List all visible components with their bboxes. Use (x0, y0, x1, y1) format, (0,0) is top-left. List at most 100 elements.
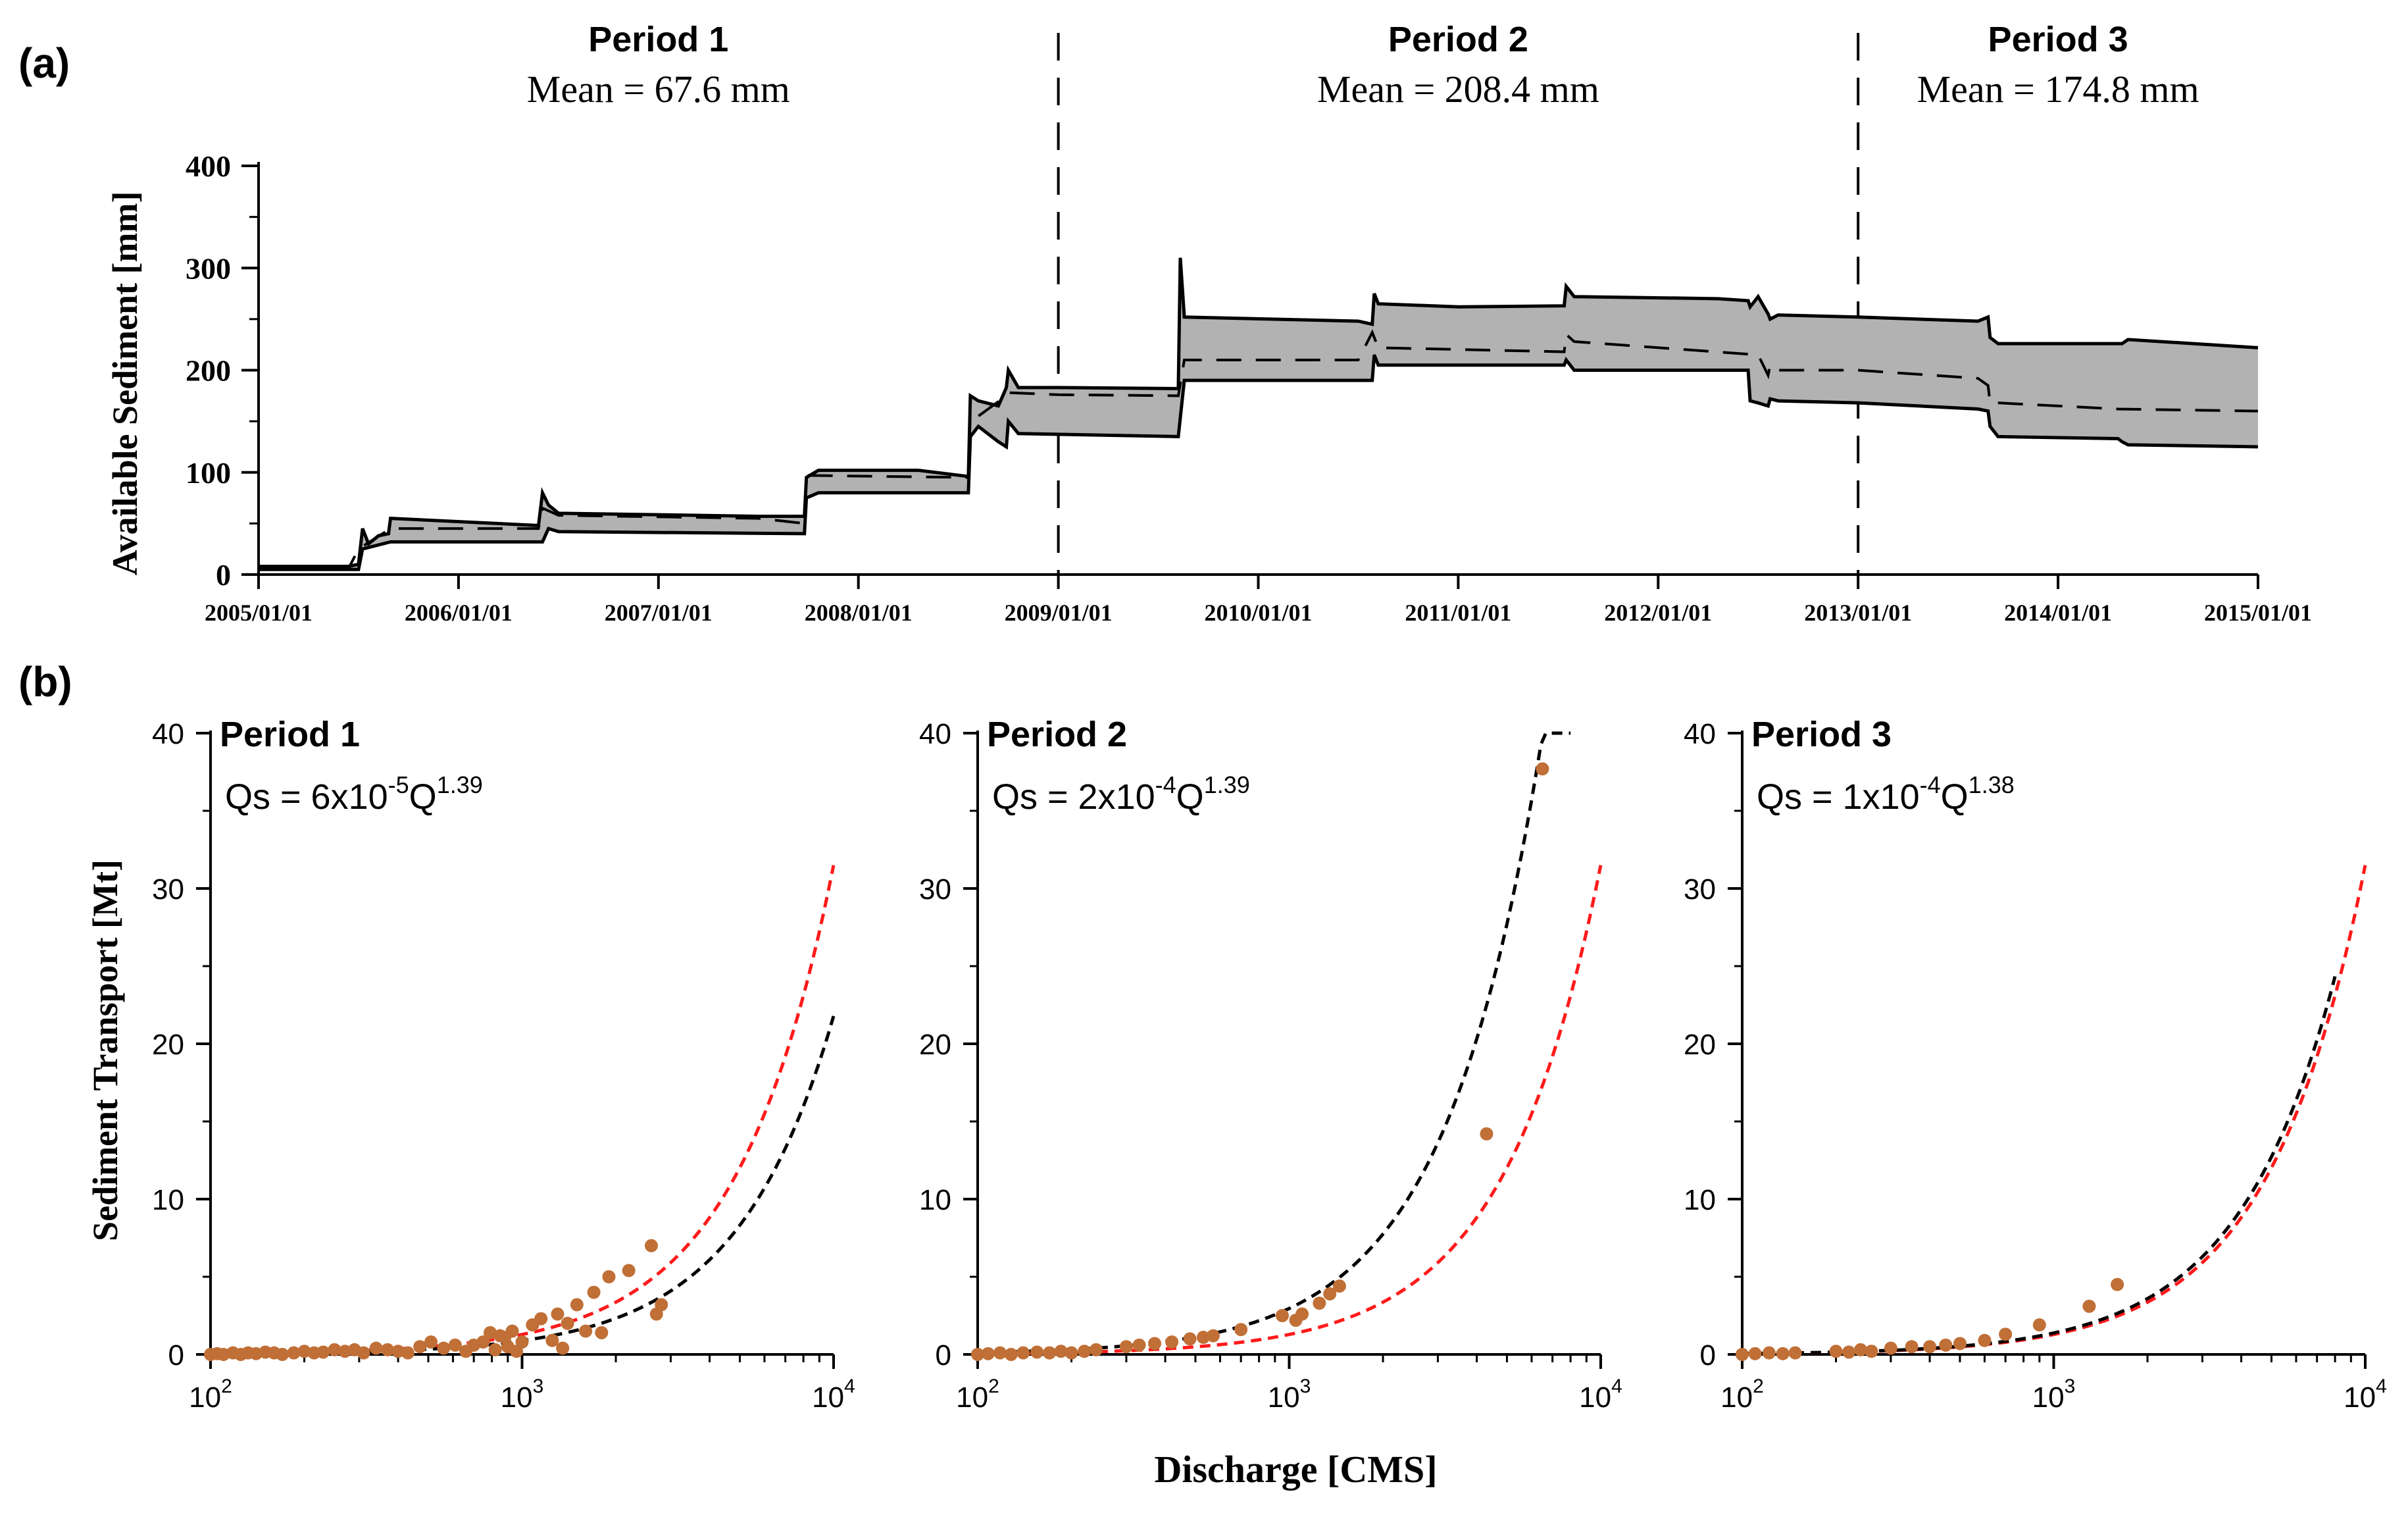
fit-red-curve-b1 (977, 865, 1603, 1356)
data-point (1480, 1127, 1493, 1141)
data-point (1788, 1346, 1802, 1360)
equation-coef_base: 2x10 (1078, 777, 1155, 817)
y-tick-label-b1: 30 (919, 873, 951, 906)
equation-coef_exp: -4 (1920, 771, 1941, 798)
data-point (381, 1343, 395, 1356)
x-tick-label-a: 2008/01/01 (805, 600, 913, 626)
data-point (1884, 1341, 1897, 1355)
y-tick-label-b1: 40 (919, 718, 951, 750)
data-point (570, 1298, 584, 1312)
x-tick-label-b2: 102 (1720, 1375, 1764, 1414)
panel-label-a: (a) (18, 39, 70, 87)
fit-red-curve-b2 (1742, 865, 2367, 1356)
data-point (328, 1343, 341, 1356)
data-point (1295, 1307, 1309, 1321)
data-point (579, 1324, 593, 1338)
data-point (369, 1341, 383, 1355)
period-title-3: Period 3 (1988, 20, 2128, 59)
data-point (448, 1338, 462, 1352)
data-point (534, 1312, 548, 1325)
y-tick-label-b0: 10 (152, 1184, 184, 1216)
data-point (338, 1345, 352, 1358)
data-point (413, 1340, 427, 1354)
data-point (1865, 1345, 1878, 1358)
data-point (1196, 1331, 1210, 1345)
data-point (1148, 1337, 1162, 1350)
data-point (1004, 1348, 1018, 1361)
data-point (1323, 1287, 1337, 1300)
x-tick-label-a: 2015/01/01 (2204, 600, 2312, 626)
x-tick-base: 10 (189, 1381, 221, 1414)
data-point (1939, 1338, 1953, 1352)
subplot-title-b0: Period 1 (220, 715, 360, 754)
data-point (476, 1335, 490, 1349)
y-tick-label-a: 400 (186, 149, 231, 183)
fit-red-curve-b0 (210, 865, 836, 1356)
y-tick-label-b2: 20 (1684, 1029, 1716, 1061)
data-point (297, 1345, 311, 1358)
data-point (437, 1341, 451, 1355)
data-point (287, 1346, 301, 1360)
x-tick-exponent: 4 (2376, 1375, 2387, 1397)
data-point (401, 1346, 414, 1360)
x-tick-label-a: 2012/01/01 (1604, 600, 1712, 626)
fit-black-curve-b2 (1742, 976, 2337, 1356)
period-title-2: Period 2 (1388, 20, 1528, 59)
x-tick-exponent: 2 (221, 1375, 232, 1397)
x-tick-exponent: 3 (533, 1375, 544, 1397)
data-point (488, 1343, 502, 1356)
y-axis-label-a: Available Sediment [mm] (105, 192, 145, 576)
data-point (1536, 762, 1549, 776)
y-tick-label-b1: 0 (936, 1339, 951, 1372)
data-point (1132, 1338, 1146, 1352)
data-point (1054, 1345, 1068, 1358)
x-tick-base: 10 (2344, 1381, 2376, 1414)
x-tick-label-b0: 103 (501, 1375, 544, 1414)
y-tick-label-b0: 30 (152, 873, 184, 906)
data-point (1313, 1297, 1326, 1310)
y-tick-label-b1: 10 (919, 1184, 951, 1216)
data-point (971, 1348, 984, 1361)
data-point (1923, 1340, 1937, 1354)
data-point (595, 1325, 609, 1339)
data-point (993, 1346, 1007, 1360)
x-tick-base: 10 (1579, 1381, 1611, 1414)
x-tick-base: 10 (501, 1381, 533, 1414)
data-point (1829, 1345, 1843, 1358)
y-tick-label-b0: 20 (152, 1029, 184, 1061)
x-tick-base: 10 (2032, 1381, 2065, 1414)
y-tick-label-a: 100 (186, 456, 231, 490)
x-tick-label-a: 2014/01/01 (2004, 600, 2112, 626)
series-upper-line (259, 257, 2259, 569)
x-tick-label-a: 2011/01/01 (1405, 600, 1511, 626)
series-lower-line (259, 354, 2259, 571)
y-tick-label-a: 0 (216, 558, 231, 592)
period-mean-1: Mean = 67.6 mm (527, 68, 790, 111)
equation-prefix: Qs = (1757, 777, 1843, 817)
subplot-title-b2: Period 3 (1751, 715, 1892, 754)
subplot-title-b1: Period 2 (987, 715, 1127, 754)
data-point (357, 1346, 370, 1360)
data-point (1030, 1345, 1044, 1359)
x-tick-base: 10 (1720, 1381, 1753, 1414)
data-point (1090, 1343, 1103, 1356)
x-tick-exponent: 2 (988, 1375, 999, 1397)
y-tick-label-b1: 20 (919, 1029, 951, 1061)
equation-power: 1.38 (1969, 771, 2015, 798)
x-tick-exponent: 2 (1753, 1375, 1764, 1397)
equation-coef_base: 1x10 (1843, 777, 1920, 817)
data-point (1978, 1333, 1992, 1347)
y-tick-label-b2: 30 (1684, 873, 1716, 906)
data-point (391, 1345, 405, 1358)
x-tick-exponent: 3 (1300, 1375, 1311, 1397)
equation-coef_exp: -5 (388, 771, 409, 798)
data-point (644, 1239, 658, 1252)
x-tick-label-a: 2005/01/01 (205, 600, 313, 626)
data-point (622, 1264, 636, 1277)
x-tick-label-b2: 103 (2032, 1375, 2076, 1414)
equation-prefix: Qs = (225, 777, 311, 817)
data-point (1776, 1347, 1790, 1360)
data-point (2082, 1299, 2096, 1313)
x-tick-label-b1: 103 (1268, 1375, 1311, 1414)
